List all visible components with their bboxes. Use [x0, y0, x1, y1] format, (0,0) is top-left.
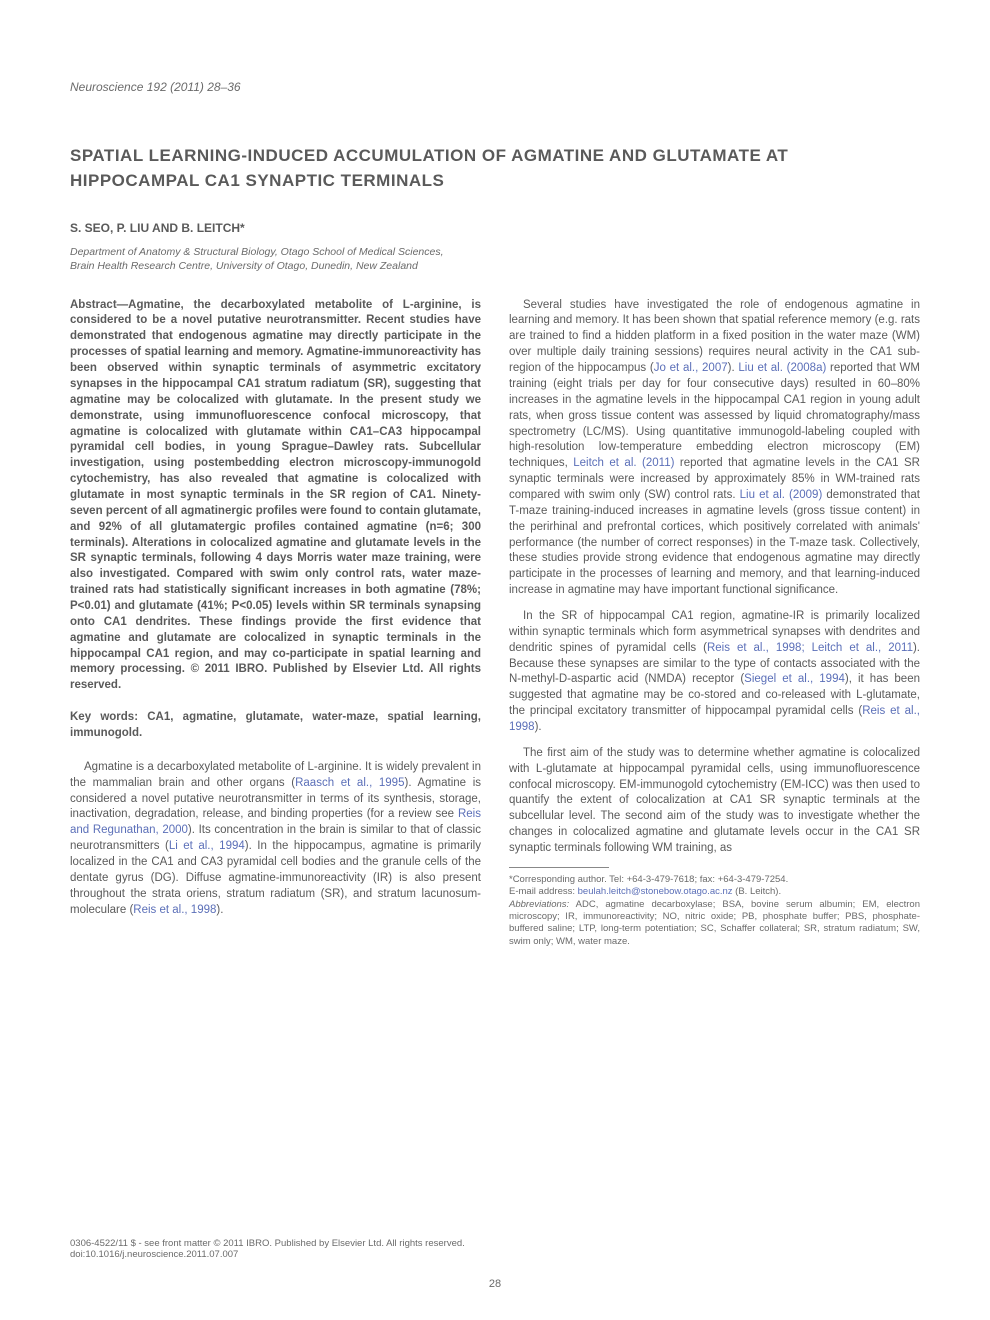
copyright: 0306-4522/11 $ - see front matter © 2011… [70, 1238, 920, 1249]
citation-link[interactable]: Raasch et al., 1995 [295, 777, 404, 789]
doi: doi:10.1016/j.neuroscience.2011.07.007 [70, 1249, 920, 1260]
email-line: E-mail address: beulah.leitch@stonebow.o… [509, 886, 920, 898]
journal-name: Neuroscience [70, 80, 143, 94]
footer: 0306-4522/11 $ - see front matter © 2011… [70, 1238, 920, 1260]
citation-link[interactable]: Liu et al. (2008a) [738, 362, 826, 374]
abbreviations: Abbreviations: ADC, agmatine decarboxyla… [509, 899, 920, 948]
email-link[interactable]: beulah.leitch@stonebow.otago.ac.nz [578, 886, 733, 897]
two-column-body: Abstract—Agmatine, the decarboxylated me… [70, 298, 920, 948]
corresponding-author: *Corresponding author. Tel: +64-3-479-76… [509, 874, 920, 886]
citation-link[interactable]: Reis et al., 1998; Leitch et al., 2011 [707, 642, 913, 654]
page-number: 28 [0, 1278, 990, 1290]
citation-link[interactable]: Reis et al., 1998 [133, 904, 216, 916]
citation-link[interactable]: Leitch et al. (2011) [573, 457, 674, 469]
abstract: Abstract—Agmatine, the decarboxylated me… [70, 298, 481, 694]
body-paragraph-4: The first aim of the study was to determ… [509, 746, 920, 857]
body-paragraph-3: In the SR of hippocampal CA1 region, agm… [509, 609, 920, 736]
body-paragraph-1: Agmatine is a decarboxylated metabolite … [70, 760, 481, 919]
journal-header: Neuroscience 192 (2011) 28–36 [70, 80, 920, 94]
article-title: SPATIAL LEARNING-INDUCED ACCUMULATION OF… [70, 144, 920, 193]
affiliation: Department of Anatomy & Structural Biolo… [70, 245, 470, 273]
citation-link[interactable]: Jo et al., 2007 [654, 362, 728, 374]
body-paragraph-2: Several studies have investigated the ro… [509, 298, 920, 599]
citation-link[interactable]: Siegel et al., 1994 [744, 673, 845, 685]
journal-citation: 192 (2011) 28–36 [147, 80, 241, 94]
authors: S. SEO, P. LIU AND B. LEITCH* [70, 221, 920, 235]
footnote-divider [509, 867, 609, 868]
citation-link[interactable]: Li et al., 1994 [169, 840, 245, 852]
footnote-block: *Corresponding author. Tel: +64-3-479-76… [509, 874, 920, 948]
citation-link[interactable]: Liu et al. (2009) [740, 489, 823, 501]
keywords: Key words: CA1, agmatine, glutamate, wat… [70, 710, 481, 742]
